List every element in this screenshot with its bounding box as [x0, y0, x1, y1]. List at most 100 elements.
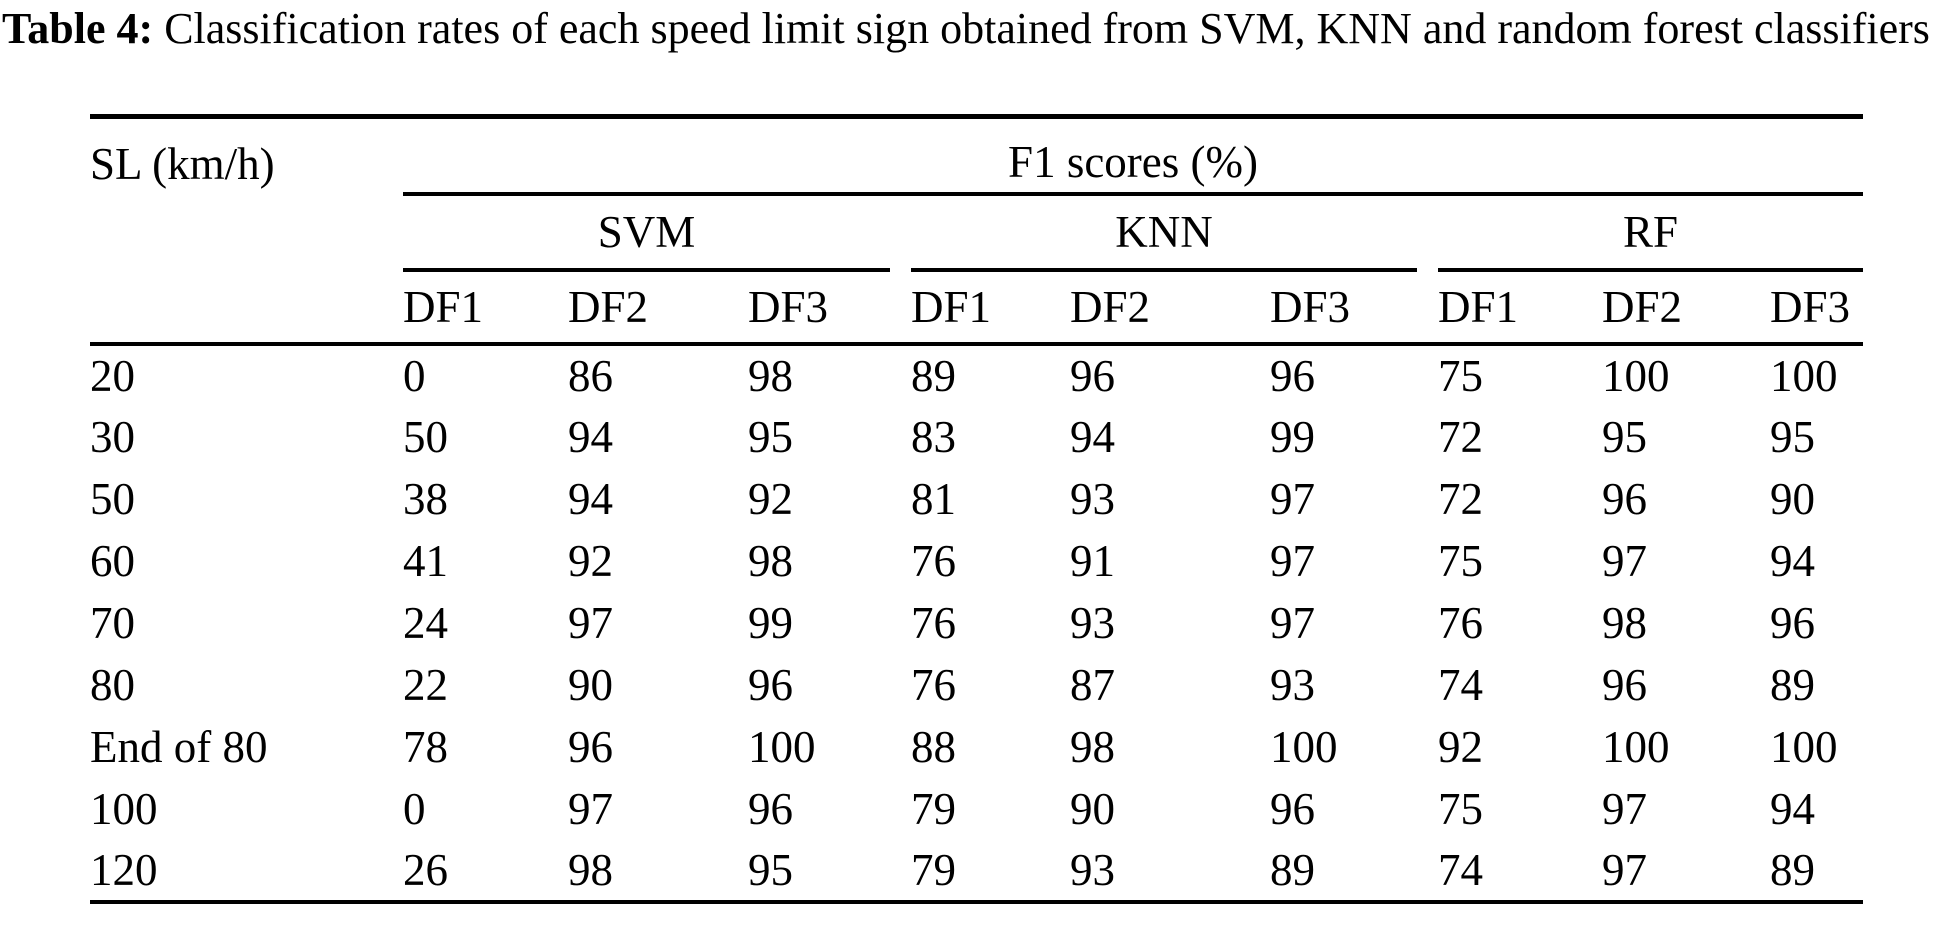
- data-cell: 100: [1770, 350, 1838, 401]
- data-cell: 76: [911, 597, 956, 648]
- data-cell: 97: [1270, 473, 1315, 524]
- data-cell: 26: [403, 844, 448, 895]
- row-label: 100: [90, 783, 158, 834]
- row-label: 30: [90, 411, 135, 462]
- data-cell: 94: [1770, 535, 1815, 586]
- subheader-knn-df2: DF2: [1070, 271, 1270, 346]
- data-cell: 41: [403, 535, 448, 586]
- header-row-top: SL (km/h) F1 scores (%): [90, 116, 1864, 196]
- data-cell: 38: [403, 473, 448, 524]
- group-header-svm-label: SVM: [403, 196, 890, 272]
- row-label: 50: [90, 473, 135, 524]
- data-cell: 96: [1270, 350, 1315, 401]
- data-cell: 100: [1602, 350, 1670, 401]
- data-cell: 94: [1770, 783, 1815, 834]
- data-cell: 100: [1270, 721, 1338, 772]
- header-row-features: DF1 DF2 DF3 DF1 DF2 DF3 DF1 DF2 DF3: [90, 271, 1864, 346]
- data-cell: 91: [1070, 535, 1115, 586]
- data-cell: 89: [911, 350, 956, 401]
- data-cell: 100: [1602, 721, 1670, 772]
- data-cell: 74: [1438, 659, 1483, 710]
- table-caption: Table 4: Classification rates of each sp…: [2, 3, 1952, 54]
- data-cell: 93: [1070, 473, 1115, 524]
- table-row: 100 0 97 96 79 90 96 75 97 94: [90, 778, 1863, 840]
- data-cell: 96: [1602, 473, 1647, 524]
- subheader-rf-df1: DF1: [1438, 271, 1602, 346]
- data-cell: 75: [1438, 350, 1483, 401]
- column-header-sl: SL (km/h): [90, 138, 275, 189]
- data-cell: 88: [911, 721, 956, 772]
- data-cell: 76: [911, 535, 956, 586]
- data-cell: 100: [748, 721, 816, 772]
- group-header-knn-label: KNN: [911, 196, 1417, 272]
- data-cell: 90: [1070, 783, 1115, 834]
- data-cell: 94: [568, 411, 613, 462]
- empty-cell: [90, 271, 403, 346]
- data-cell: 94: [568, 473, 613, 524]
- row-label: 60: [90, 535, 135, 586]
- data-cell: 96: [1770, 597, 1815, 648]
- data-cell: 22: [403, 659, 448, 710]
- table-row: 20 0 86 98 89 96 96 75 100 100: [90, 344, 1863, 406]
- table-row: 80 22 90 96 76 87 93 74 96 89: [90, 654, 1863, 716]
- data-cell: 93: [1070, 844, 1115, 895]
- data-cell: 0: [403, 783, 426, 834]
- data-cell: 97: [1602, 844, 1647, 895]
- data-cell: 74: [1438, 844, 1483, 895]
- subheader-rf-df3: DF3: [1770, 271, 1864, 346]
- group-header-rf-label: RF: [1438, 196, 1864, 272]
- data-cell: 98: [748, 535, 793, 586]
- data-cell: 78: [403, 721, 448, 772]
- data-cell: 50: [403, 411, 448, 462]
- data-cell: 96: [1602, 659, 1647, 710]
- row-label: 20: [90, 350, 135, 401]
- data-cell: 92: [748, 473, 793, 524]
- data-cell: 98: [748, 350, 793, 401]
- data-cell: 93: [1270, 659, 1315, 710]
- data-cell: 96: [1270, 783, 1315, 834]
- data-cell: 96: [748, 659, 793, 710]
- data-cell: 24: [403, 597, 448, 648]
- data-cell: 98: [568, 844, 613, 895]
- header-row-classifiers: SVM KNN RF: [90, 194, 1864, 272]
- group-header-svm: SVM: [403, 194, 911, 272]
- data-cell: 81: [911, 473, 956, 524]
- data-cell: 89: [1770, 844, 1815, 895]
- results-table: SL (km/h) F1 scores (%) SVM KNN RF DF1 D…: [90, 114, 1864, 904]
- table-header: SL (km/h) F1 scores (%) SVM KNN RF DF1 D…: [90, 116, 1864, 346]
- table-row: 70 24 97 99 76 93 97 76 98 96: [90, 592, 1863, 654]
- column-group-f1-scores: F1 scores (%): [403, 116, 1864, 196]
- subheader-svm-df3: DF3: [748, 271, 911, 346]
- data-cell: 95: [748, 844, 793, 895]
- row-label: 120: [90, 844, 158, 895]
- data-cell: 75: [1438, 535, 1483, 586]
- table-row: End of 80 78 96 100 88 98 100 92 100 100: [90, 716, 1863, 778]
- data-cell: 83: [911, 411, 956, 462]
- data-cell: 90: [568, 659, 613, 710]
- data-cell: 87: [1070, 659, 1115, 710]
- data-cell: 96: [748, 783, 793, 834]
- empty-cell: [90, 194, 403, 272]
- data-cell: 79: [911, 844, 956, 895]
- subheader-rf-df2: DF2: [1602, 271, 1770, 346]
- table-row: 60 41 92 98 76 91 97 75 97 94: [90, 530, 1863, 592]
- data-cell: 76: [1438, 597, 1483, 648]
- data-cell: 95: [1770, 411, 1815, 462]
- data-cell: 89: [1270, 844, 1315, 895]
- data-cell: 97: [1270, 597, 1315, 648]
- data-cell: 98: [1070, 721, 1115, 772]
- data-cell: 98: [1602, 597, 1647, 648]
- data-cell: 99: [748, 597, 793, 648]
- data-cell: 100: [1770, 721, 1838, 772]
- data-cell: 94: [1070, 411, 1115, 462]
- data-cell: 96: [1070, 350, 1115, 401]
- data-cell: 72: [1438, 473, 1483, 524]
- row-label: End of 80: [90, 721, 268, 772]
- data-cell: 95: [1602, 411, 1647, 462]
- data-cell: 76: [911, 659, 956, 710]
- data-cell: 97: [1602, 535, 1647, 586]
- data-cell: 97: [1602, 783, 1647, 834]
- subheader-svm-df1: DF1: [403, 271, 568, 346]
- group-header-knn: KNN: [911, 194, 1438, 272]
- data-cell: 97: [568, 783, 613, 834]
